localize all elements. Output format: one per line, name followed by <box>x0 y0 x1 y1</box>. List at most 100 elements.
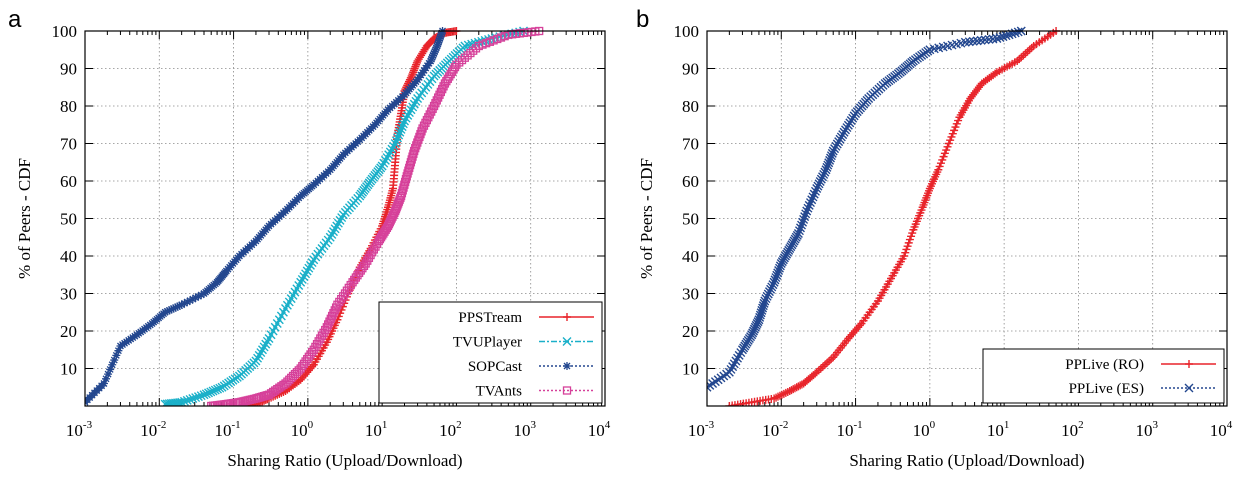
data-point <box>406 158 416 167</box>
data-point <box>196 391 206 401</box>
data-point <box>412 141 421 150</box>
x-tick-exponent: 3 <box>1152 419 1158 431</box>
data-point <box>772 270 782 280</box>
data-point <box>770 394 779 403</box>
data-point <box>437 30 446 39</box>
data-point <box>787 386 796 395</box>
data-point <box>412 60 421 69</box>
data-point <box>460 41 470 51</box>
data-point <box>401 177 410 187</box>
y-tick-label: 100 <box>52 22 78 41</box>
panel-letter: a <box>8 6 22 33</box>
legend-label: PPLive (ES) <box>1069 381 1144 397</box>
data-point <box>1010 28 1020 38</box>
y-axis-title: % of Peers - CDF <box>637 158 656 279</box>
data-point <box>825 155 835 165</box>
data-point <box>804 200 814 210</box>
data-point <box>781 388 790 397</box>
y-tick-label: 100 <box>674 22 700 41</box>
x-tick-base: 10 <box>836 421 853 440</box>
data-point <box>783 387 792 396</box>
data-point <box>455 58 464 67</box>
data-point <box>405 160 415 170</box>
y-tick-label: 60 <box>682 172 699 191</box>
data-point <box>406 73 415 82</box>
y-tick-label: 70 <box>682 135 699 154</box>
data-point <box>182 395 192 405</box>
data-point <box>326 314 335 323</box>
data-point <box>177 397 187 406</box>
x-tick-exponent: -1 <box>853 419 862 431</box>
data-point <box>763 289 773 299</box>
x-tick-exponent: 0 <box>930 419 936 431</box>
data-point <box>759 298 769 308</box>
data-point <box>401 174 411 184</box>
x-tick-label: 103 <box>1135 419 1158 440</box>
data-point <box>325 317 334 326</box>
x-tick-base: 10 <box>439 421 456 440</box>
data-point <box>799 214 809 224</box>
data-point <box>110 356 119 365</box>
data-point <box>409 68 418 77</box>
data-point <box>826 153 836 163</box>
data-point <box>814 179 824 189</box>
data-point <box>429 49 438 58</box>
y-tick-label: 20 <box>60 322 77 341</box>
data-point <box>204 388 214 398</box>
data-point <box>762 291 772 301</box>
data-point <box>792 383 801 392</box>
x-tick-label: 104 <box>588 419 611 440</box>
series-sopcast <box>85 27 447 406</box>
data-point <box>213 384 223 394</box>
data-point <box>322 323 331 332</box>
data-point <box>433 93 443 102</box>
data-point <box>818 172 828 182</box>
data-point <box>409 66 418 75</box>
data-point <box>992 34 1002 43</box>
data-point <box>785 387 794 395</box>
x-tick-base: 10 <box>987 421 1004 440</box>
legend-swatch-marker <box>1184 383 1194 393</box>
data-point <box>433 42 442 50</box>
y-tick-label: 70 <box>60 135 77 154</box>
data-point <box>323 320 333 329</box>
data-point <box>795 223 805 233</box>
y-tick-label: 30 <box>60 285 77 304</box>
legend-box <box>378 301 603 404</box>
data-point <box>855 321 864 330</box>
legend-swatch-marker <box>562 386 572 395</box>
data-point <box>1001 31 1011 41</box>
data-point <box>390 139 400 148</box>
data-point <box>185 394 195 404</box>
x-tick-base: 10 <box>291 421 308 440</box>
x-tick-label: 100 <box>291 419 314 440</box>
legend-label: TVAnts <box>476 384 523 400</box>
data-point <box>106 365 115 374</box>
data-point <box>398 119 408 129</box>
data-point <box>808 192 818 202</box>
plot-frame <box>84 30 606 407</box>
x-tick-label: 10-1 <box>214 419 240 440</box>
x-tick-label: 104 <box>1210 419 1233 440</box>
data-point <box>824 158 834 168</box>
data-point <box>777 390 786 399</box>
data-point <box>815 176 825 186</box>
data-point <box>402 172 411 181</box>
data-point <box>417 127 426 136</box>
x-tick-exponent: 2 <box>456 419 462 431</box>
legend-label: PPSTream <box>458 310 522 326</box>
x-tick-base: 10 <box>1061 421 1078 440</box>
data-point <box>405 163 414 173</box>
data-point <box>807 195 817 205</box>
data-point <box>410 146 419 156</box>
x-tick-label: 101 <box>987 419 1010 440</box>
data-point <box>413 138 422 147</box>
data-point <box>429 101 439 111</box>
data-point <box>805 198 815 208</box>
data-point <box>774 266 784 276</box>
data-point <box>396 124 406 134</box>
